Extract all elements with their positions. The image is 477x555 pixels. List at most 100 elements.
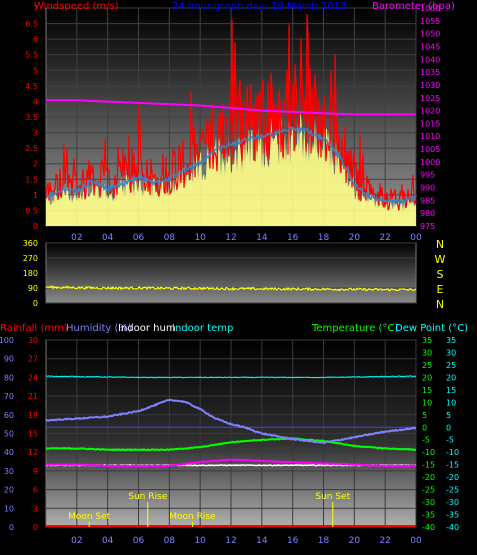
barometer-y-tick: 1010 (420, 132, 440, 141)
temp-x-tick: 10 (194, 536, 206, 546)
temp-y-tick: -5 (422, 436, 430, 445)
barometer-y-tick: 985 (420, 196, 435, 205)
dewpoint-y-tick: 0 (446, 423, 451, 432)
rain-y-tick: 0 (33, 523, 38, 532)
direction-y-tick: 360 (23, 239, 38, 248)
humidity-y-tick: 100 (0, 336, 14, 345)
temp-x-tick: 06 (133, 536, 145, 546)
temp-x-tick: 02 (71, 536, 82, 546)
rain-y-tick: 15 (28, 430, 38, 439)
temp-x-tick: 14 (256, 536, 268, 546)
wind-y-tick: 5 (33, 66, 38, 75)
wind-y-tick: 0.5 (25, 206, 38, 215)
humidity-y-tick: 30 (4, 467, 14, 476)
event-label: Sun Rise (128, 492, 167, 502)
temp-y-tick: -10 (422, 448, 435, 457)
temp-x-tick: 20 (349, 536, 361, 546)
humidity-y-tick: 10 (4, 504, 14, 513)
event-label: Sun Set (315, 492, 350, 502)
gust-area (46, 113, 416, 226)
humidity-line (45, 398, 417, 445)
humidity-y-tick: 40 (4, 448, 14, 457)
legend-humidity: Humidity (%) (66, 323, 132, 334)
wind-x-tick: 22 (379, 233, 390, 243)
dewpoint-y-tick: 25 (446, 361, 456, 370)
direction-y-tick: 180 (23, 269, 38, 278)
humidity-y-tick: 80 (4, 373, 14, 382)
legend-dewpoint: Dew Point (°C) (395, 323, 468, 334)
temp-y-tick: 25 (422, 361, 432, 370)
wind-y-tick: 1.5 (25, 175, 38, 184)
wind-x-tick: 02 (71, 233, 82, 243)
compass-label: S (437, 268, 444, 281)
wind-y-tick: 3.5 (25, 113, 38, 122)
humidity-y-tick: 50 (4, 430, 14, 439)
barometer-y-tick: 980 (420, 209, 435, 218)
temp-y-tick: 15 (422, 386, 432, 395)
wind-y-tick: 2.5 (25, 144, 38, 153)
compass-label: W (435, 253, 446, 266)
humidity-y-tick: 60 (4, 411, 14, 420)
temp-y-tick: -35 (422, 511, 435, 520)
barometer-y-tick: 1030 (420, 81, 440, 90)
windspeed-axis-label: Windspeed (m/s) (34, 1, 119, 12)
wind-direction-line (45, 284, 417, 292)
humidity-y-tick: 20 (4, 486, 14, 495)
rain-y-tick: 30 (28, 336, 38, 345)
average-wind-line (46, 126, 417, 206)
wind-x-tick: 12 (225, 233, 236, 243)
dewpoint-y-tick: -20 (446, 473, 459, 482)
temp-y-tick: -30 (422, 498, 435, 507)
wind-y-tick: 4.5 (25, 82, 38, 91)
temp-y-tick: 35 (422, 336, 432, 345)
rain-y-tick: 27 (28, 355, 38, 364)
temp-y-tick: 30 (422, 348, 432, 357)
wind-x-tick: 18 (318, 233, 330, 243)
temperature-line (46, 437, 417, 452)
rain-y-tick: 21 (28, 392, 38, 401)
rain-y-tick: 9 (33, 467, 38, 476)
wind-y-tick: 6 (33, 35, 38, 44)
dewpoint-y-tick: 35 (446, 336, 456, 345)
graph-title: 24 hour graph day, 19 March 2013 (172, 1, 346, 12)
wind-y-tick: 7 (33, 4, 38, 13)
indoor-temp-line (45, 375, 417, 379)
dewpoint-y-tick: -10 (446, 448, 459, 457)
wind-y-tick: 6.5 (25, 20, 38, 29)
dewpoint-y-tick: -15 (446, 461, 459, 470)
wind-y-tick: 0 (33, 222, 38, 231)
event-label: Moon Set (68, 512, 111, 522)
legend-temperature: Temperature (°C) (311, 323, 398, 334)
temp-x-tick: 08 (164, 536, 176, 546)
legend-rainfall: Rainfall (mm) (0, 323, 68, 334)
barometer-line (46, 99, 416, 116)
barometer-y-tick: 1025 (420, 94, 440, 103)
dewpoint-y-tick: 5 (446, 411, 451, 420)
humidity-y-tick: 70 (4, 392, 14, 401)
wind-x-tick: 08 (164, 233, 176, 243)
dewpoint-y-tick: -30 (446, 498, 459, 507)
legend-indoor-hum: Indoor hum (118, 323, 176, 334)
barometer-y-tick: 995 (420, 171, 435, 180)
dewpoint-y-tick: -35 (446, 511, 459, 520)
dewpoint-line (45, 458, 417, 468)
legend-indoor-temp: Indoor temp (172, 323, 233, 334)
dewpoint-y-tick: 30 (446, 348, 456, 357)
wind-y-tick: 1 (33, 191, 38, 200)
temp-y-tick: 20 (422, 373, 432, 382)
barometer-y-tick: 1040 (420, 55, 440, 64)
wind-y-tick: 3 (33, 129, 38, 138)
barometer-y-tick: 1060 (420, 4, 440, 13)
wind-y-tick: 2 (33, 160, 38, 169)
event-label: Moon Rise (169, 512, 216, 522)
rain-y-tick: 18 (28, 411, 38, 420)
rain-y-tick: 6 (33, 486, 38, 495)
rain-y-tick: 12 (28, 448, 38, 457)
dewpoint-y-tick: -40 (446, 523, 459, 532)
temp-y-tick: -25 (422, 486, 435, 495)
dewpoint-y-tick: -5 (446, 436, 454, 445)
wind-y-tick: 4 (33, 97, 38, 106)
temp-x-tick: 04 (102, 536, 114, 546)
barometer-y-tick: 1055 (420, 17, 440, 26)
